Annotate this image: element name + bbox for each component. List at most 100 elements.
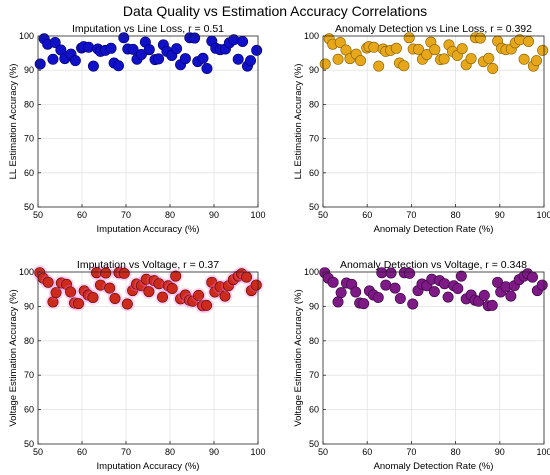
data-points xyxy=(32,265,264,314)
x-axis-label: Imputation Accuracy (%) xyxy=(97,224,200,235)
y-tick-label: 60 xyxy=(309,405,319,415)
data-point xyxy=(319,58,331,70)
x-tick-label: 100 xyxy=(536,447,550,457)
data-point xyxy=(389,282,401,294)
data-point xyxy=(127,43,139,55)
y-tick-label: 90 xyxy=(24,301,34,311)
y-tick-label: 60 xyxy=(24,405,34,415)
axes-frame xyxy=(37,35,259,208)
data-point xyxy=(170,270,182,282)
data-point xyxy=(373,60,385,72)
y-tick-label: 70 xyxy=(24,370,34,380)
data-point xyxy=(193,289,205,301)
x-tick-label: 80 xyxy=(451,210,461,220)
data-point xyxy=(251,44,263,56)
x-tick-label: 50 xyxy=(33,447,43,457)
data-point xyxy=(100,267,112,279)
data-point xyxy=(442,291,454,303)
data-point xyxy=(403,32,415,44)
data-point xyxy=(421,48,433,60)
x-axis-label: Anomaly Detection Rate (%) xyxy=(374,461,494,472)
x-tick-label: 60 xyxy=(362,447,372,457)
chart-title: Anomaly Detection vs Line Loss, r = 0.39… xyxy=(335,23,532,35)
y-tick-label: 100 xyxy=(19,267,34,277)
data-point xyxy=(34,58,46,70)
axes-frame xyxy=(322,271,545,445)
data-point xyxy=(50,287,62,299)
y-tick-label: 70 xyxy=(309,134,319,144)
x-tick-label: 70 xyxy=(406,447,416,457)
y-axis-label: Voltage Estimation Accuracy (%) xyxy=(8,289,19,426)
chart-title: Imputation vs Voltage, r = 0.37 xyxy=(77,259,219,271)
data-point xyxy=(118,267,130,279)
data-point xyxy=(245,55,257,67)
data-point xyxy=(487,62,499,74)
data-point xyxy=(87,291,99,303)
x-tick-label: 60 xyxy=(362,210,372,220)
data-point xyxy=(121,298,133,310)
x-tick-label: 50 xyxy=(318,447,328,457)
y-tick-label: 80 xyxy=(24,99,34,109)
data-point xyxy=(42,276,54,288)
y-tick-label: 90 xyxy=(309,65,319,75)
data-point xyxy=(104,282,116,294)
data-point xyxy=(518,53,530,65)
data-point xyxy=(429,44,441,56)
y-axis-label: Voltage Estimation Accuracy (%) xyxy=(293,289,304,426)
data-point xyxy=(456,43,468,55)
data-point xyxy=(439,278,451,290)
data-point xyxy=(332,296,344,308)
data-point xyxy=(166,283,178,295)
data-point xyxy=(113,60,125,72)
data-point xyxy=(49,36,61,48)
x-tick-label: 70 xyxy=(406,210,416,220)
data-point xyxy=(219,290,231,302)
data-point xyxy=(135,48,147,60)
data-points xyxy=(319,32,549,74)
x-tick-label: 50 xyxy=(318,210,328,220)
y-tick-label: 60 xyxy=(24,168,34,178)
data-point xyxy=(69,55,81,67)
data-point xyxy=(358,298,370,310)
data-point xyxy=(157,291,169,303)
data-point xyxy=(483,52,495,64)
data-point xyxy=(83,41,95,53)
data-point xyxy=(143,44,155,56)
data-point xyxy=(474,32,486,44)
data-point xyxy=(327,276,339,288)
x-tick-label: 60 xyxy=(77,210,87,220)
y-axis-label: LL Estimation Accuracy (%) xyxy=(8,64,19,180)
y-tick-label: 70 xyxy=(309,370,319,380)
y-tick-label: 70 xyxy=(24,134,34,144)
data-point xyxy=(530,55,542,67)
y-axis-label: LL Estimation Accuracy (%) xyxy=(293,64,304,180)
data-points xyxy=(34,32,263,74)
data-point xyxy=(438,53,450,65)
y-tick-label: 80 xyxy=(24,336,34,346)
x-tick-label: 100 xyxy=(250,447,265,457)
data-point xyxy=(428,286,440,298)
x-tick-label: 90 xyxy=(209,447,219,457)
y-tick-label: 100 xyxy=(19,31,34,41)
data-point xyxy=(201,299,213,311)
y-tick-label: 50 xyxy=(24,202,34,212)
data-point xyxy=(335,287,347,299)
data-point xyxy=(394,292,406,304)
data-point xyxy=(368,41,380,53)
data-point xyxy=(385,267,397,279)
data-point xyxy=(478,289,490,301)
data-point xyxy=(380,279,392,291)
data-point xyxy=(334,36,346,48)
data-point xyxy=(109,292,121,304)
x-tick-label: 70 xyxy=(121,447,131,457)
x-tick-label: 100 xyxy=(250,210,265,220)
data-point xyxy=(189,32,201,44)
data-point xyxy=(197,52,209,64)
data-point xyxy=(372,291,384,303)
y-tick-label: 50 xyxy=(24,439,34,449)
axes-frame xyxy=(322,35,545,208)
x-axis-label: Imputation Accuracy (%) xyxy=(97,461,200,472)
x-axis-label: Anomaly Detection Rate (%) xyxy=(374,224,494,235)
x-tick-label: 80 xyxy=(165,210,175,220)
